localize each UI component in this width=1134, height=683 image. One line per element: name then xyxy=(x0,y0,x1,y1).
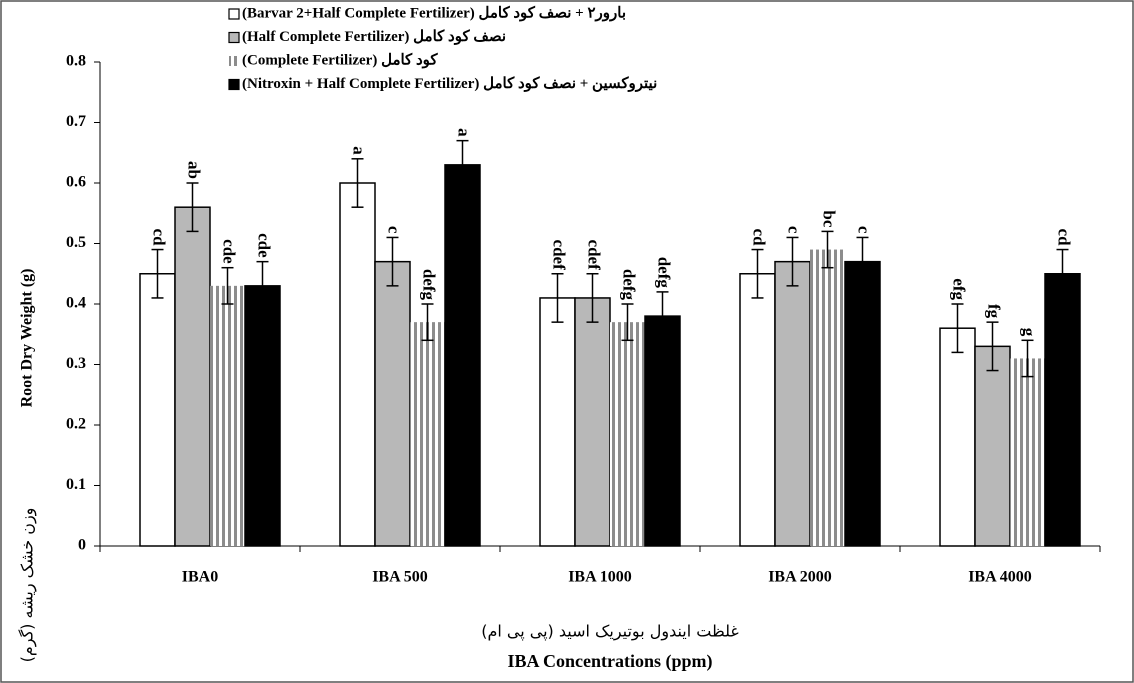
y-tick-label: 0.2 xyxy=(66,416,86,433)
y-axis-label-fa: وزن خشک ریشه (گرم) xyxy=(18,508,38,663)
significance-letter: a xyxy=(350,146,369,155)
legend-swatch xyxy=(228,31,240,44)
bar xyxy=(844,260,881,547)
y-tick-label: 0.1 xyxy=(66,476,86,493)
significance-letter: cde xyxy=(220,239,239,264)
significance-letter: fg xyxy=(985,304,1004,319)
significance-letter: defg xyxy=(420,269,439,301)
significance-letter: cde xyxy=(255,233,274,258)
x-tick-label: IBA 1000 xyxy=(568,569,632,586)
legend-label: (Barvar 2+Half Complete Fertilizer) بارو… xyxy=(242,5,626,21)
y-axis-label: Root Dry Weight (g) xyxy=(19,269,36,408)
bar xyxy=(139,273,176,547)
bar xyxy=(810,249,845,547)
bar xyxy=(410,322,445,546)
bar xyxy=(974,345,1011,547)
significance-letter: a xyxy=(455,128,474,137)
bar xyxy=(174,206,211,547)
legend-swatch xyxy=(228,78,240,91)
bar xyxy=(774,260,811,547)
bar xyxy=(610,322,645,546)
bar xyxy=(244,285,281,547)
y-tick-label: 0.3 xyxy=(66,355,86,372)
bar xyxy=(1044,273,1081,547)
bar xyxy=(574,297,611,547)
bar xyxy=(644,315,681,547)
y-tick-label: 0 xyxy=(78,537,86,554)
significance-letter: c xyxy=(855,226,874,234)
x-tick-label: IBA 500 xyxy=(372,569,428,586)
significance-letter: cd xyxy=(150,229,169,247)
significance-letter: cdef xyxy=(585,240,604,271)
bar xyxy=(739,273,776,547)
bar xyxy=(539,297,576,547)
bar xyxy=(210,285,245,546)
x-axis-label: IBA Concentrations (ppm) xyxy=(507,651,712,672)
x-tick-label: IBA 2000 xyxy=(768,569,832,586)
significance-letter: ab xyxy=(185,161,204,179)
x-tick-label: IBA0 xyxy=(182,569,218,586)
legend-label: (Half Complete Fertilizer) نصف کود کامل xyxy=(242,29,506,45)
significance-letter: defg xyxy=(655,257,674,289)
x-axis-label-fa: غلظت ایندول بوتیریک اسید (پی پی ام) xyxy=(481,622,739,642)
significance-letter: g xyxy=(1020,328,1039,337)
significance-letter: efg xyxy=(950,278,969,300)
y-tick-label: 0.6 xyxy=(66,174,86,191)
bar xyxy=(444,164,481,547)
bar xyxy=(339,182,376,547)
legend-swatch xyxy=(229,56,239,66)
significance-letter: c xyxy=(785,226,804,234)
legend-swatch xyxy=(228,8,240,20)
y-tick-label: 0.8 xyxy=(66,53,86,70)
significance-letter: cdef xyxy=(550,240,569,271)
bar xyxy=(374,260,411,547)
significance-letter: cd xyxy=(750,229,769,247)
significance-letter: defg xyxy=(620,269,639,301)
y-tick-label: 0.4 xyxy=(66,295,86,312)
y-tick-label: 0.5 xyxy=(66,234,86,251)
bar xyxy=(939,327,976,547)
x-tick-label: IBA 4000 xyxy=(968,569,1032,586)
significance-letter: cd xyxy=(1055,229,1074,247)
significance-letter: c xyxy=(385,226,404,234)
bar xyxy=(1010,358,1045,546)
significance-letter: bc xyxy=(820,210,839,227)
legend-label: (Nitroxin + Half Complete Fertilizer) نی… xyxy=(242,76,657,92)
y-tick-label: 0.7 xyxy=(66,113,86,130)
legend-label: (Complete Fertilizer) کود کامل xyxy=(242,52,438,68)
